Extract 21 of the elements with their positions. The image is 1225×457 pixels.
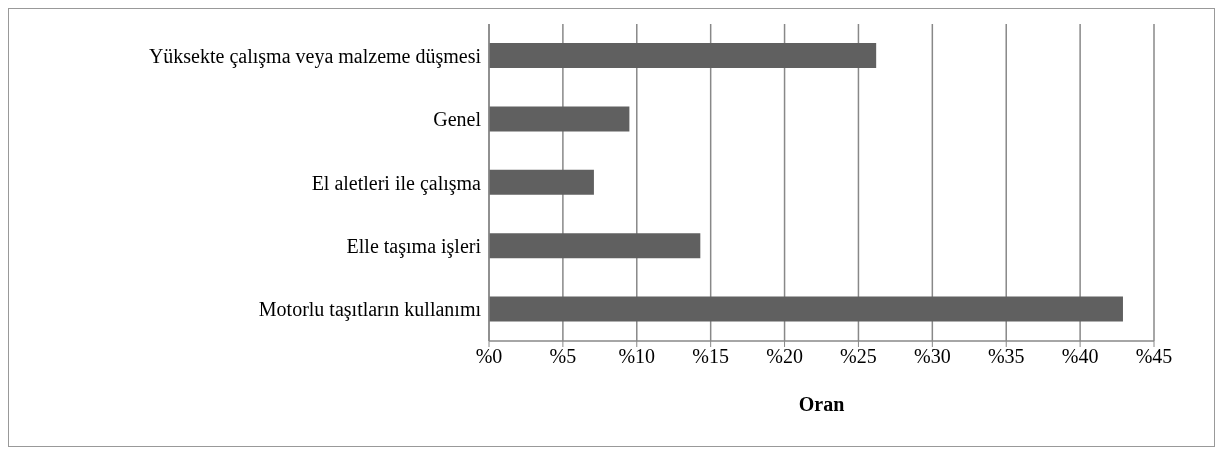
bar [489,169,594,195]
x-tick-label: %25 [840,345,877,368]
x-tick-label: %40 [1061,345,1099,368]
y-tick-label: Elle taşıma işleri [346,235,482,258]
x-tick-label: %30 [914,345,951,368]
bar [489,106,630,132]
x-tick-label: %45 [1135,345,1173,368]
x-tick-label: %15 [692,345,729,368]
bar [489,296,1123,322]
x-tick-label: %10 [618,345,656,368]
y-tick-label: Yüksekte çalışma veya malzeme düşmesi [148,44,482,68]
x-tick-label: %35 [987,345,1025,368]
x-tick-label: %0 [475,345,503,368]
y-tick-label: Motorlu taşıtların kullanımı [258,298,482,322]
x-tick-label: %20 [766,345,803,368]
y-tick-label: El aletleri ile çalışma [311,171,482,195]
bar [489,233,701,259]
x-axis-title: Oran [798,393,845,415]
bar [489,43,877,69]
x-tick-label: %5 [549,345,577,368]
y-tick-label: Genel [433,108,482,131]
